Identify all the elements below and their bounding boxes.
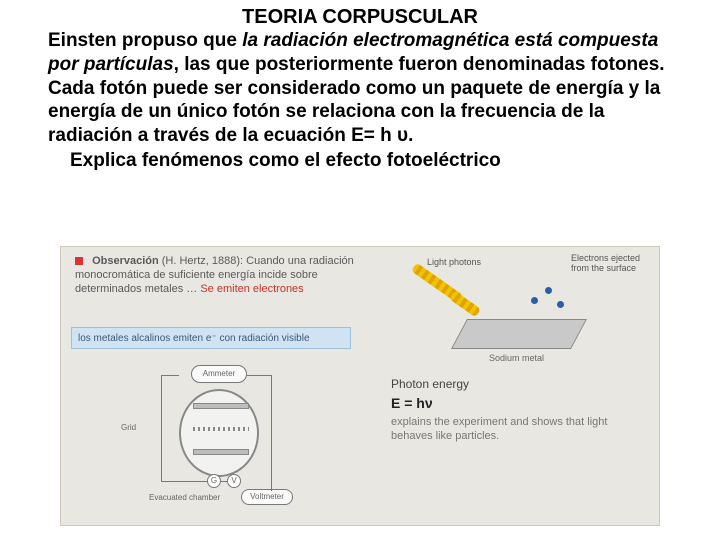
explain-line: Explica fenómenos como el efecto fotoelé… — [0, 148, 720, 172]
g-node: G — [207, 474, 221, 488]
para-lead: Einsten propuso que — [48, 30, 242, 51]
bullet-icon — [75, 257, 83, 265]
photon-energy-title: Photon energy — [391, 377, 641, 391]
tube-plate — [193, 449, 249, 455]
ammeter-label: Ammeter — [191, 365, 247, 383]
electron-icon — [557, 301, 564, 308]
photon-energy-block: Photon energy E = hν explains the experi… — [391, 377, 641, 444]
wire — [161, 481, 207, 482]
figure-panel: Observación (H. Hertz, 1888): Cuando una… — [60, 246, 660, 526]
voltmeter-label: Voltmeter — [241, 489, 293, 505]
slab-label: Sodium metal — [489, 353, 544, 363]
wire — [161, 375, 162, 481]
tube-plate — [193, 403, 249, 409]
photon-energy-equation: E = hν — [391, 395, 641, 411]
apparatus-diagram: Ammeter Plate Grid Evacuated chamber G V… — [121, 365, 321, 515]
main-paragraph: Einsten propuso que la radiación electro… — [0, 29, 720, 148]
wire — [271, 375, 272, 491]
obs-ref: (H. Hertz, 1888): — [162, 255, 243, 267]
v-node: V — [227, 474, 241, 488]
metal-slab — [451, 319, 587, 349]
electron-icon — [545, 287, 552, 294]
chamber-label: Evacuated chamber — [149, 493, 220, 502]
obs-label: Observación — [92, 255, 159, 267]
photon-energy-desc: explains the experiment and shows that l… — [391, 415, 641, 444]
photoelectric-diagram: Light photons Electrons ejected from the… — [381, 253, 651, 371]
electron-icon — [531, 297, 538, 304]
photon-icon — [449, 291, 481, 318]
observation-block: Observación (H. Hertz, 1888): Cuando una… — [75, 255, 355, 296]
label-light-photons: Light photons — [427, 257, 481, 267]
label-electrons: Electrons ejected from the surface — [571, 253, 641, 273]
obs-emits: Se emiten electrones — [200, 283, 303, 295]
wire — [247, 375, 271, 376]
grid-label: Grid — [121, 423, 136, 432]
tube-grid — [193, 427, 249, 431]
wire — [161, 375, 179, 376]
page-title: TEORIA CORPUSCULAR — [60, 0, 660, 29]
vacuum-tube — [179, 389, 259, 477]
blue-band: los metales alcalinos emiten e⁻ con radi… — [71, 327, 351, 349]
